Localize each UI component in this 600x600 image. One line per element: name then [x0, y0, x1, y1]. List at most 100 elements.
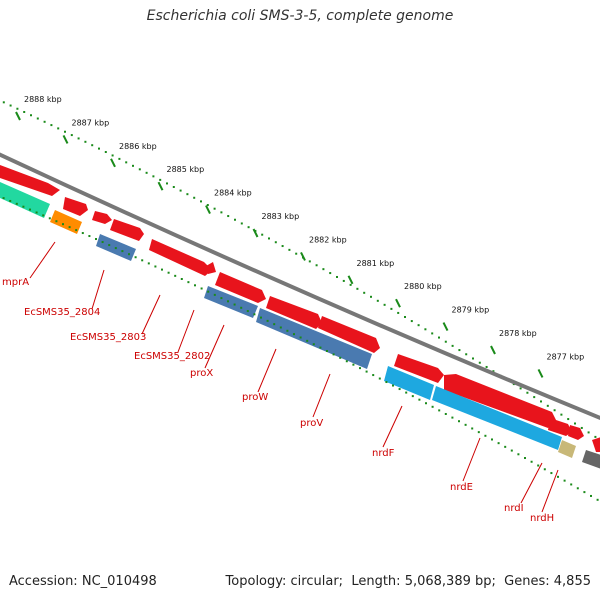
lower-dot	[95, 238, 97, 241]
cds-arrow[interactable]	[394, 354, 444, 383]
lower-dot	[128, 253, 130, 256]
scale-major-tick	[347, 275, 354, 285]
scale-dot	[342, 279, 345, 282]
scale-tick-label: 2882 kbp	[309, 235, 347, 244]
dark-feature[interactable]	[582, 450, 600, 470]
scale-tick-label: 2877 kbp	[547, 352, 585, 361]
gene-label[interactable]: proW	[242, 392, 268, 403]
scale-dot	[104, 151, 107, 154]
scale-dot	[111, 154, 114, 157]
lower-dot	[200, 287, 203, 290]
lower-dot	[372, 374, 375, 377]
lower-dot	[35, 211, 38, 214]
gene-label[interactable]: EcSMS35_2803	[70, 332, 146, 343]
gene-label[interactable]: EcSMS35_2804	[24, 307, 100, 318]
lower-dot	[134, 256, 137, 259]
scale-major-tick	[15, 111, 21, 121]
cds-arrow[interactable]	[548, 418, 572, 436]
lower-dot	[29, 208, 31, 211]
scale-dot	[329, 272, 332, 275]
gene-label[interactable]: nrdI	[504, 503, 524, 514]
lower-dot	[161, 268, 163, 271]
orange-feature[interactable]	[50, 210, 82, 234]
cds-arrow[interactable]	[92, 211, 112, 224]
gene-label[interactable]: EcSMS35_2802	[134, 351, 210, 362]
scale-major-tick	[157, 181, 164, 191]
cds-arrow[interactable]	[318, 316, 380, 353]
scale-dot	[349, 283, 352, 286]
scale-dot	[288, 248, 291, 251]
scale-dot	[261, 233, 264, 236]
gene-label[interactable]: nrdF	[372, 448, 395, 459]
lower-dot	[15, 202, 18, 205]
scale-dot	[308, 260, 311, 263]
scale-major-tick	[490, 345, 496, 355]
scale-dot	[125, 161, 128, 164]
scale-dot	[70, 134, 73, 137]
gene-label[interactable]: nrdH	[530, 513, 554, 524]
cds-arrow[interactable]	[592, 436, 600, 452]
scale-dot	[145, 171, 148, 174]
scale-dot	[383, 303, 386, 306]
lower-dot	[537, 464, 540, 467]
khaki-feature[interactable]	[558, 440, 576, 458]
gene-label[interactable]: proV	[300, 418, 323, 429]
teal-feature[interactable]	[0, 182, 50, 218]
lower-dot	[405, 391, 408, 394]
cds-arrow[interactable]	[444, 374, 556, 428]
rrna-block[interactable]	[432, 386, 562, 450]
lower-dot	[286, 329, 289, 332]
label-leader-lines	[29, 241, 559, 513]
lower-dot	[326, 349, 328, 352]
leader-line	[312, 373, 331, 418]
scale-major-tick	[537, 368, 544, 378]
scale-tick-label: 2883 kbp	[262, 212, 300, 221]
lower-dot	[590, 494, 592, 497]
scale-tick-label: 2887 kbp	[72, 118, 110, 127]
leader-line	[462, 437, 481, 482]
scale-tick-label: 2881 kbp	[357, 259, 395, 268]
cds-arrow[interactable]	[266, 296, 322, 329]
lower-dot	[451, 416, 454, 419]
topology-value: circular	[290, 574, 339, 589]
gene-label[interactable]: mprA	[2, 277, 29, 288]
lower-dot	[504, 445, 507, 448]
lower-dot	[497, 442, 500, 445]
cds-arrow[interactable]	[149, 239, 212, 276]
scale-dot	[152, 175, 155, 178]
scale-dot	[444, 340, 447, 343]
cds-arrow[interactable]	[206, 262, 216, 274]
scale-dot	[363, 291, 366, 294]
scale-dot	[200, 200, 202, 203]
scale-dot	[91, 144, 94, 147]
accession-label: Accession:	[9, 574, 78, 589]
lower-dot	[583, 491, 586, 494]
scale-dotted-line	[2, 101, 597, 438]
cds-arrow[interactable]	[568, 425, 584, 440]
scale-dot	[57, 127, 60, 130]
gene-label[interactable]: proX	[190, 368, 213, 379]
rrna-block[interactable]	[384, 366, 434, 400]
scale-dot	[397, 311, 400, 314]
lower-dot	[484, 434, 487, 437]
cds-arrow[interactable]	[215, 272, 266, 303]
scale-major-tick	[205, 205, 211, 215]
scale-dot	[193, 196, 196, 199]
cds-arrow[interactable]	[0, 165, 60, 196]
cds-arrow[interactable]	[63, 197, 88, 216]
trna-block[interactable]	[204, 286, 258, 318]
lower-dot	[174, 274, 177, 277]
trna-block[interactable]	[256, 308, 372, 369]
gene-label[interactable]: nrdE	[450, 482, 473, 493]
lower-dot	[81, 232, 84, 235]
lower-dot	[48, 217, 51, 220]
lower-dot	[319, 346, 322, 349]
scale-dot	[179, 189, 182, 192]
scale-tick-label: 2888 kbp	[24, 95, 62, 104]
lower-dot	[55, 220, 58, 223]
genes-label: Genes:	[504, 574, 550, 589]
scale-dot	[438, 336, 440, 339]
scale-dot	[64, 130, 66, 133]
cds-arrow[interactable]	[110, 219, 144, 241]
leader-line	[520, 462, 543, 504]
